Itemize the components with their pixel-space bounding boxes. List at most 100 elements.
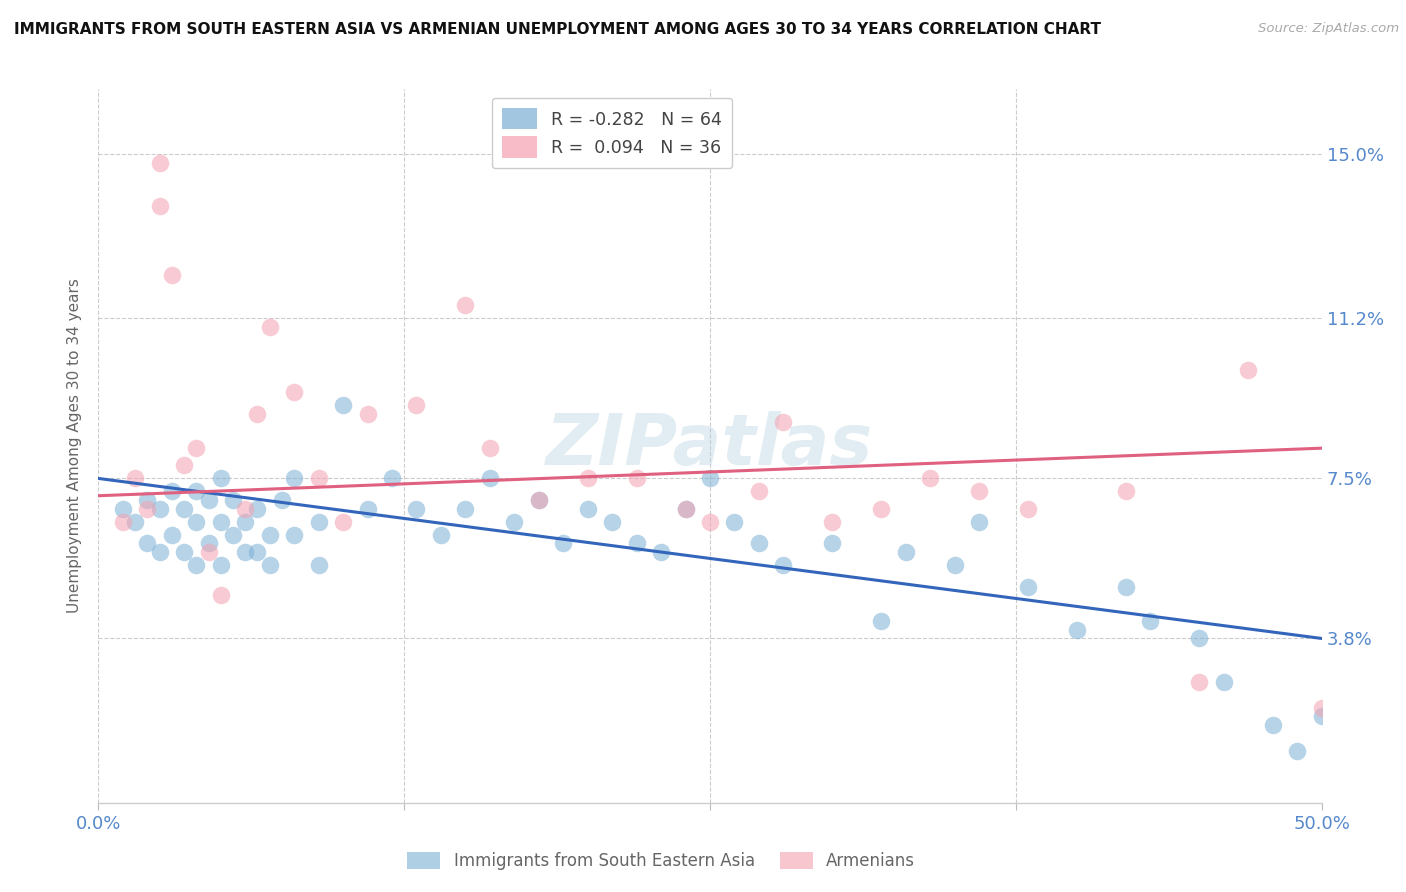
Point [748, 484, 770, 499]
Point [356, 501, 378, 516]
Point [967, 484, 990, 499]
Point [332, 398, 354, 412]
Point [650, 545, 672, 559]
Point [197, 536, 219, 550]
Point [246, 545, 269, 559]
Y-axis label: Unemployment Among Ages 30 to 34 years: Unemployment Among Ages 30 to 34 years [67, 278, 83, 614]
Text: ZIPatlas: ZIPatlas [547, 411, 873, 481]
Point [772, 415, 794, 429]
Point [454, 298, 477, 312]
Point [308, 515, 330, 529]
Point [259, 527, 281, 541]
Point [233, 545, 256, 559]
Point [1017, 501, 1039, 516]
Point [699, 515, 721, 529]
Point [1237, 363, 1260, 377]
Point [600, 515, 623, 529]
Point [160, 268, 183, 282]
Point [136, 501, 159, 516]
Point [356, 407, 378, 421]
Point [626, 536, 648, 550]
Point [870, 501, 893, 516]
Point [233, 501, 256, 516]
Point [772, 558, 794, 572]
Point [1310, 709, 1333, 723]
Point [246, 407, 269, 421]
Point [332, 515, 354, 529]
Point [197, 493, 219, 508]
Point [233, 515, 256, 529]
Point [699, 471, 721, 485]
Point [675, 501, 697, 516]
Point [136, 493, 159, 508]
Point [149, 155, 172, 169]
Point [186, 441, 208, 455]
Point [222, 493, 245, 508]
Point [1212, 674, 1234, 689]
Point [308, 558, 330, 572]
Point [1310, 700, 1333, 714]
Point [209, 471, 232, 485]
Point [454, 501, 477, 516]
Point [222, 527, 245, 541]
Point [1188, 674, 1211, 689]
Point [173, 545, 195, 559]
Point [259, 558, 281, 572]
Point [160, 527, 183, 541]
Point [503, 515, 526, 529]
Point [748, 536, 770, 550]
Point [111, 501, 134, 516]
Point [197, 545, 219, 559]
Point [723, 515, 745, 529]
Point [149, 199, 172, 213]
Point [405, 398, 427, 412]
Point [173, 458, 195, 473]
Point [209, 588, 232, 602]
Text: IMMIGRANTS FROM SOUTH EASTERN ASIA VS ARMENIAN UNEMPLOYMENT AMONG AGES 30 TO 34 : IMMIGRANTS FROM SOUTH EASTERN ASIA VS AR… [14, 22, 1101, 37]
Point [943, 558, 966, 572]
Point [967, 515, 990, 529]
Point [1188, 632, 1211, 646]
Point [209, 515, 232, 529]
Point [308, 471, 330, 485]
Legend: Immigrants from South Eastern Asia, Armenians: Immigrants from South Eastern Asia, Arme… [401, 845, 922, 877]
Point [821, 515, 844, 529]
Point [527, 493, 550, 508]
Point [270, 493, 294, 508]
Point [478, 441, 501, 455]
Point [246, 501, 269, 516]
Point [527, 493, 550, 508]
Point [1115, 580, 1137, 594]
Point [405, 501, 427, 516]
Point [149, 545, 172, 559]
Point [1066, 623, 1088, 637]
Point [186, 515, 208, 529]
Point [124, 471, 146, 485]
Point [283, 527, 305, 541]
Point [381, 471, 404, 485]
Point [553, 536, 575, 550]
Point [283, 384, 305, 399]
Point [821, 536, 844, 550]
Point [1115, 484, 1137, 499]
Point [1139, 614, 1161, 628]
Point [111, 515, 134, 529]
Point [283, 471, 305, 485]
Point [430, 527, 453, 541]
Point [186, 484, 208, 499]
Point [576, 501, 599, 516]
Point [1017, 580, 1039, 594]
Point [136, 536, 159, 550]
Text: Source: ZipAtlas.com: Source: ZipAtlas.com [1258, 22, 1399, 36]
Point [626, 471, 648, 485]
Point [186, 558, 208, 572]
Point [209, 558, 232, 572]
Point [173, 501, 195, 516]
Point [124, 515, 146, 529]
Point [1286, 744, 1309, 758]
Point [576, 471, 599, 485]
Point [920, 471, 942, 485]
Point [259, 320, 281, 334]
Point [160, 484, 183, 499]
Point [149, 501, 172, 516]
